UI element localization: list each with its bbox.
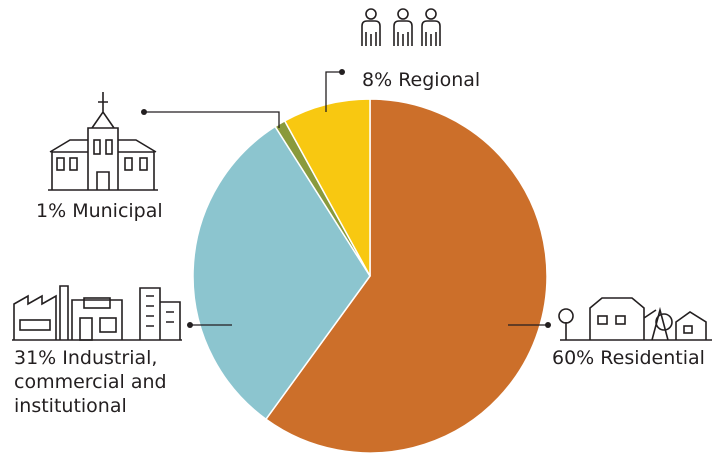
- value-label: 31%: [14, 347, 57, 369]
- category-label: Industrial, commercial and institutional: [14, 347, 167, 417]
- value-label: 60%: [552, 347, 595, 369]
- label-industrial: 31% Industrial, commercial and instituti…: [14, 346, 174, 418]
- houses-icon: [558, 297, 712, 341]
- leader-line: [144, 111, 280, 128]
- label-regional: 8% Regional: [362, 68, 480, 92]
- slices: [192, 98, 548, 453]
- leaders: [141, 69, 551, 328]
- pie-slice: [192, 125, 371, 421]
- category-label: Residential: [600, 347, 705, 369]
- pie-slice: [264, 98, 548, 453]
- leader-dot: [545, 322, 551, 328]
- value-label: 8%: [362, 69, 393, 91]
- leader-dot: [141, 109, 147, 115]
- city-hall-icon: [48, 92, 158, 191]
- industrial-icon: [12, 285, 182, 341]
- leader-dot: [187, 322, 193, 328]
- category-label: Regional: [398, 69, 481, 91]
- people-icon: [361, 8, 441, 46]
- leader-dot: [339, 69, 345, 75]
- label-municipal: 1% Municipal: [36, 199, 163, 223]
- category-label: Municipal: [72, 200, 163, 222]
- label-residential: 60% Residential: [552, 346, 705, 370]
- value-label: 1%: [36, 200, 67, 222]
- leader-line: [325, 71, 342, 112]
